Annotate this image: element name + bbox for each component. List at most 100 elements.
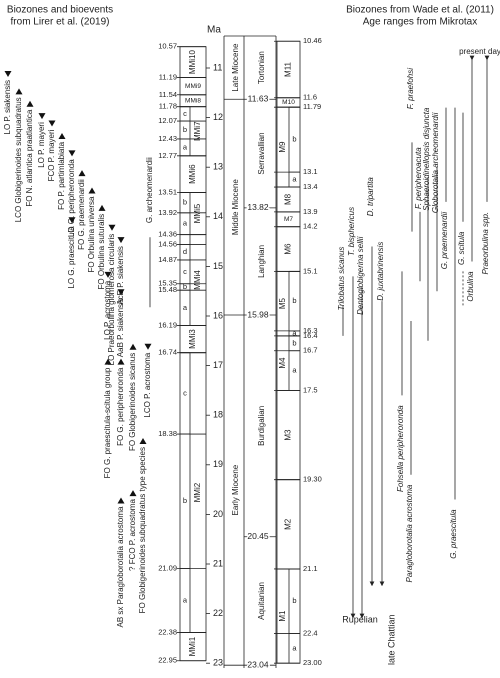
boundary-label: 16.4 bbox=[303, 331, 318, 340]
bioevent-label: FO Orbulina universa bbox=[87, 196, 96, 273]
stage-name: Burdigalian bbox=[257, 406, 266, 446]
stage-base-label: 23.04 bbox=[247, 659, 269, 669]
event-marker bbox=[117, 289, 125, 296]
zone-name: MMi7 bbox=[193, 121, 202, 141]
subzone-letter: a bbox=[292, 328, 297, 337]
stage-base-label: 11.63 bbox=[248, 93, 269, 103]
tick-label: 20 bbox=[213, 509, 223, 519]
subzone-letter: a bbox=[183, 142, 188, 151]
taxon-label: G. praemenardii bbox=[440, 212, 449, 270]
zone-name: MMi6 bbox=[188, 164, 197, 184]
boundary-label: 15.48 bbox=[158, 285, 177, 294]
subzone-letter: b bbox=[292, 296, 296, 305]
boundary-label: 14.87 bbox=[158, 255, 177, 264]
axis-label: Ma bbox=[207, 25, 221, 36]
taxon-label: Dentoglobigerina sellii bbox=[356, 236, 365, 314]
tick-label: 15 bbox=[213, 261, 223, 271]
boundary-label: 17.5 bbox=[303, 385, 318, 394]
subzone-letter: a bbox=[292, 643, 297, 652]
zone-name: M11 bbox=[284, 61, 293, 77]
bioevent-label: FO P. partimlabiata bbox=[57, 141, 66, 209]
event-marker bbox=[129, 490, 137, 497]
subzone-letter: b bbox=[292, 596, 296, 605]
bioevent-label: FCO P. mayeri bbox=[47, 129, 56, 181]
boundary-label: 14.56 bbox=[158, 240, 177, 249]
tick-label: 19 bbox=[213, 459, 223, 469]
boundary-label: 11.6 bbox=[303, 93, 317, 102]
header-right: Age ranges from Mikrotax bbox=[363, 17, 478, 28]
boundary-label: 22.95 bbox=[158, 656, 177, 665]
zone-name: MMi9 bbox=[185, 83, 201, 90]
zone-box bbox=[276, 568, 301, 664]
taxon-label: F. praefohsi bbox=[406, 68, 415, 109]
boundary-label: 14.36 bbox=[158, 230, 177, 239]
boundary-label: 10.57 bbox=[158, 42, 177, 51]
event-marker bbox=[58, 132, 66, 139]
zone-name: M5 bbox=[278, 297, 287, 309]
subzone-letter: a bbox=[183, 219, 188, 228]
boundary-label: 12.43 bbox=[158, 134, 177, 143]
bioevent-label: LO P. acrostoma bbox=[103, 280, 112, 340]
event-marker bbox=[104, 358, 112, 365]
bioevent-label: LO P. mayeri bbox=[37, 122, 46, 168]
taxon-label: D. juxtabrinensis bbox=[376, 242, 385, 301]
boundary-label: 12.77 bbox=[158, 151, 177, 160]
bioevent-label: FO G. praemenardii bbox=[77, 179, 86, 250]
bioevent-label: LO P. siakensis bbox=[3, 80, 12, 135]
tick-label: 23 bbox=[213, 658, 223, 668]
event-marker bbox=[117, 497, 125, 504]
bioevent-label: LO G. peripheroronda bbox=[67, 159, 76, 237]
bioevent-label: G. archeomenardii bbox=[145, 157, 154, 223]
zone-name: M4 bbox=[278, 357, 287, 369]
zone-name: M10 bbox=[282, 99, 295, 106]
bioevent-label: AB sx Paragloborotalia acrostoma bbox=[116, 506, 125, 628]
boundary-label: 19.30 bbox=[303, 475, 322, 484]
boundary-label: 16.74 bbox=[158, 348, 177, 357]
event-marker bbox=[104, 271, 112, 278]
boundary-label: 16.7 bbox=[303, 346, 318, 355]
event-marker bbox=[98, 204, 106, 211]
boundary-label: 16.19 bbox=[158, 320, 177, 329]
zone-name: MMi2 bbox=[193, 482, 202, 502]
tick-label: 13 bbox=[213, 162, 223, 172]
subzone-letter: b bbox=[183, 125, 187, 134]
taxon-label: Sphaeroidinellopsis disjuncta bbox=[422, 107, 431, 211]
bioevent-label: ? FCO P. acrostoma bbox=[128, 499, 137, 571]
bioevent-label: LCO P. acrostoma bbox=[143, 352, 152, 417]
event-marker bbox=[26, 100, 34, 107]
epoch-name: Late Miocene bbox=[231, 43, 240, 92]
subzone-letter: b bbox=[292, 338, 296, 347]
tick-label: 12 bbox=[213, 112, 223, 122]
zone-name: M9 bbox=[278, 141, 287, 153]
header-right: Biozones from Wade et al. (2011) bbox=[346, 5, 494, 16]
zone-name: MMi8 bbox=[185, 97, 201, 104]
zone-name: M8 bbox=[284, 193, 293, 205]
event-marker bbox=[144, 343, 152, 350]
event-marker bbox=[48, 120, 56, 127]
subzone-letter: a bbox=[292, 175, 297, 184]
range-note: late Chattian bbox=[386, 614, 396, 665]
stage-name: Langhian bbox=[257, 245, 266, 278]
boundary-label: 22.38 bbox=[158, 627, 177, 636]
subzone-letter: b bbox=[183, 282, 187, 291]
event-marker bbox=[68, 217, 76, 224]
bioevent-label: LO Praeorbulina glomerosa circularis bbox=[107, 234, 116, 366]
taxon-label: Orbulina bbox=[466, 271, 475, 302]
zone-name: M1 bbox=[278, 610, 287, 622]
boundary-label: 13.9 bbox=[303, 207, 318, 216]
taxon-label: Praeorbulina spp. bbox=[481, 212, 490, 275]
zone-name: MMi1 bbox=[188, 636, 197, 656]
boundary-label: 13.51 bbox=[158, 187, 177, 196]
subzone-letter: a bbox=[183, 303, 188, 312]
bioevent-label: LO G. praescitula bbox=[67, 226, 76, 289]
event-marker bbox=[88, 187, 96, 194]
taxon-label: G. scitula bbox=[457, 231, 466, 265]
header-left: from Lirer et al. (2019) bbox=[11, 17, 110, 28]
subzone-letter: b bbox=[183, 198, 187, 207]
event-marker bbox=[117, 358, 125, 365]
epoch-name: Early Miocene bbox=[231, 464, 240, 515]
tick-label: 14 bbox=[213, 211, 223, 221]
stage-name: Tortonian bbox=[257, 51, 266, 84]
zone-name: M6 bbox=[284, 243, 293, 255]
subzone-letter: c bbox=[183, 388, 187, 397]
